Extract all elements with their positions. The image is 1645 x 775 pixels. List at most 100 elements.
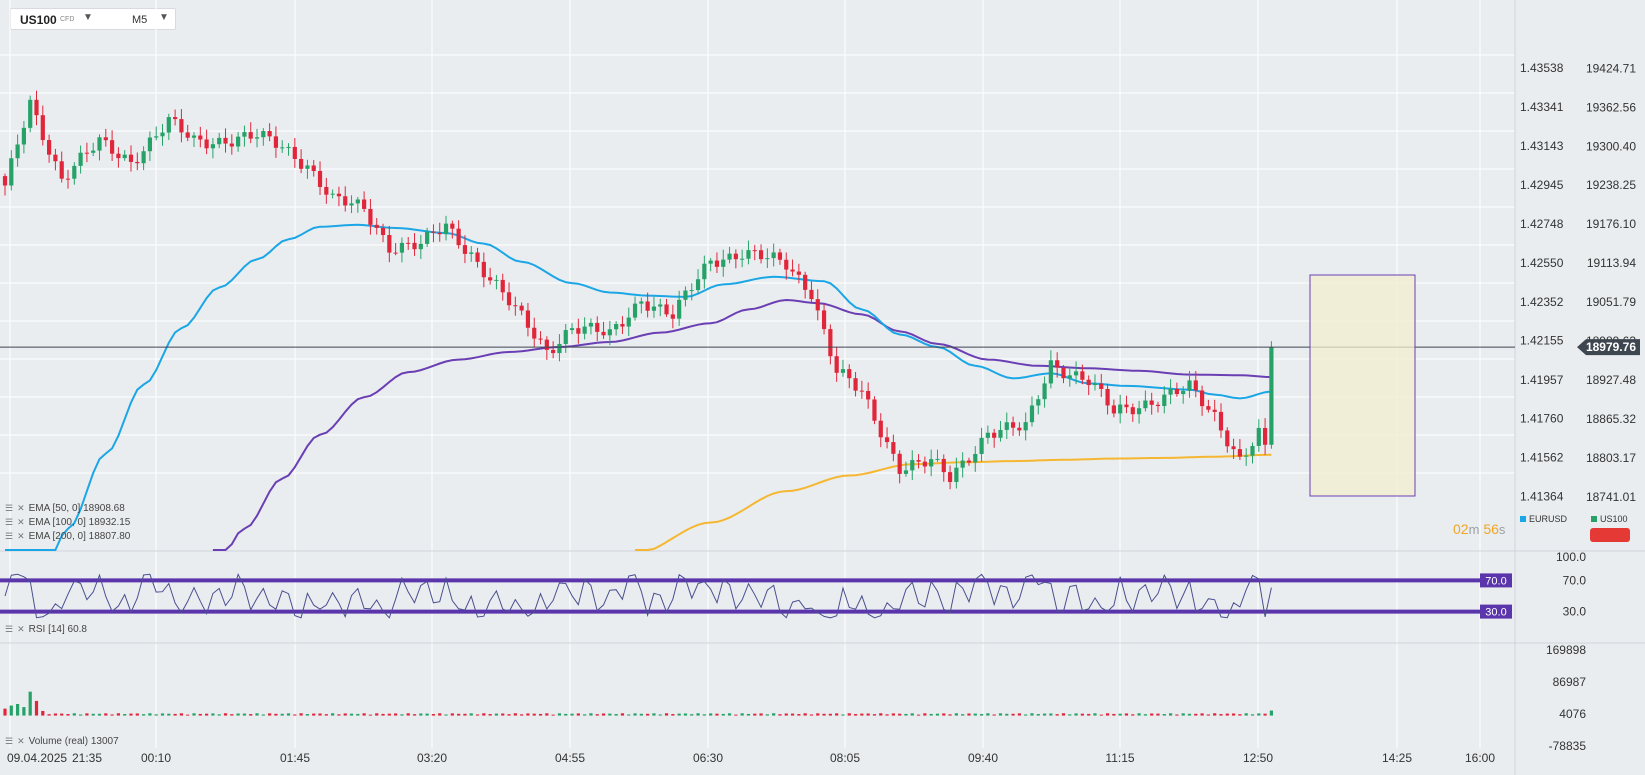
volume-bar	[381, 713, 385, 716]
candle	[1124, 395, 1129, 414]
candle	[135, 152, 140, 171]
volume-bar	[3, 708, 7, 716]
volume-bar	[66, 714, 70, 716]
candle	[475, 247, 480, 268]
volume-bar	[1263, 713, 1267, 716]
ema-lines	[5, 223, 1272, 551]
close-icon[interactable]: ✕	[17, 736, 25, 746]
candle	[1225, 427, 1230, 453]
volume-bar	[652, 713, 656, 716]
candle-body	[614, 324, 619, 330]
candle-body	[248, 132, 253, 139]
volume-bar	[683, 713, 688, 716]
candle-body	[853, 378, 858, 391]
volume-bar	[507, 714, 511, 716]
axis-labels: 19424.71 19362.56 19300.40 19238.25 19176.10…	[7, 61, 1640, 765]
candle	[40, 105, 45, 146]
volume-bar	[47, 714, 51, 716]
candle-body	[1269, 347, 1274, 445]
volume-bar	[853, 714, 858, 716]
candle	[431, 224, 436, 243]
candle-body	[689, 290, 694, 292]
candle	[790, 259, 795, 277]
candle	[1111, 399, 1116, 418]
candle-body	[173, 117, 178, 120]
menu-icon[interactable]: ☰	[5, 531, 14, 541]
candle-body	[166, 117, 171, 133]
candle	[469, 245, 474, 262]
sell-button[interactable]	[1590, 528, 1630, 542]
candle	[847, 364, 852, 389]
rsi-axis-label: 30.0	[1563, 605, 1587, 619]
candle-body	[746, 250, 751, 259]
candle-body	[103, 137, 108, 141]
candle-body	[897, 453, 902, 474]
candle	[1017, 422, 1022, 436]
volume-bar	[702, 714, 706, 716]
symbol-selector[interactable]: US100 CFD ▼ M5 ▼	[10, 8, 176, 30]
menu-icon[interactable]: ☰	[5, 517, 14, 527]
candle	[1231, 438, 1236, 459]
compare-legend-eurusd[interactable]: EURUSD	[1520, 514, 1567, 524]
symbol-dropdown-icon[interactable]: ▼	[83, 12, 93, 23]
volume-bar	[816, 713, 820, 716]
candle	[557, 334, 562, 362]
symbol-name[interactable]: US100	[20, 13, 57, 27]
candle	[1212, 399, 1217, 422]
candle	[387, 225, 392, 263]
volume-bar	[280, 713, 284, 716]
volume-bar	[1187, 713, 1192, 716]
candle	[286, 143, 291, 156]
candle	[311, 160, 316, 177]
volume-bar	[406, 713, 410, 716]
candle-body	[135, 161, 140, 164]
candle	[15, 134, 20, 167]
candle-body	[1029, 405, 1035, 423]
candle	[1181, 386, 1186, 404]
candle	[462, 235, 468, 264]
eurusd-label: EURUSD	[1529, 514, 1568, 524]
volume-bar	[375, 713, 379, 716]
candle	[450, 220, 455, 239]
candle-body	[418, 243, 423, 250]
candle	[941, 454, 946, 482]
close-icon[interactable]: ✕	[17, 531, 25, 541]
volume-bar	[1194, 713, 1198, 716]
close-icon[interactable]: ✕	[17, 503, 25, 513]
volume-bar	[1143, 714, 1147, 716]
timeframe-dropdown-icon[interactable]: ▼	[159, 12, 169, 23]
volume-bar	[513, 713, 517, 716]
volume-bar	[154, 714, 158, 716]
volume-bar	[998, 713, 1003, 716]
volume-axis-label: 169898	[1546, 643, 1586, 657]
close-icon[interactable]: ✕	[17, 624, 25, 634]
candle-body	[796, 271, 801, 275]
ema50-line	[5, 223, 1272, 551]
candle	[1193, 371, 1198, 398]
legend-rsi-label: RSI [14] 60.8	[28, 624, 87, 635]
volume-bar	[551, 714, 555, 716]
candle	[406, 237, 411, 250]
menu-icon[interactable]: ☰	[5, 503, 14, 513]
volume-bar	[954, 713, 958, 716]
candle	[191, 132, 197, 147]
volume-bar	[608, 713, 612, 716]
candle	[2, 173, 8, 196]
candle-body	[639, 301, 644, 304]
candle	[947, 465, 953, 490]
candle	[481, 252, 486, 288]
compare-legend-us100[interactable]: US100	[1591, 514, 1628, 524]
close-icon[interactable]: ✕	[17, 517, 25, 527]
candle	[815, 289, 820, 321]
candle	[160, 123, 165, 146]
eurusd-axis-label: 1.41364	[1520, 490, 1564, 504]
menu-icon[interactable]: ☰	[5, 736, 14, 746]
time-axis-label: 16:00	[1465, 751, 1495, 765]
candle	[198, 126, 203, 148]
candle	[494, 274, 499, 290]
menu-icon[interactable]: ☰	[5, 624, 14, 634]
candle-body	[563, 330, 568, 344]
timeframe-selector[interactable]: M5	[132, 14, 148, 26]
